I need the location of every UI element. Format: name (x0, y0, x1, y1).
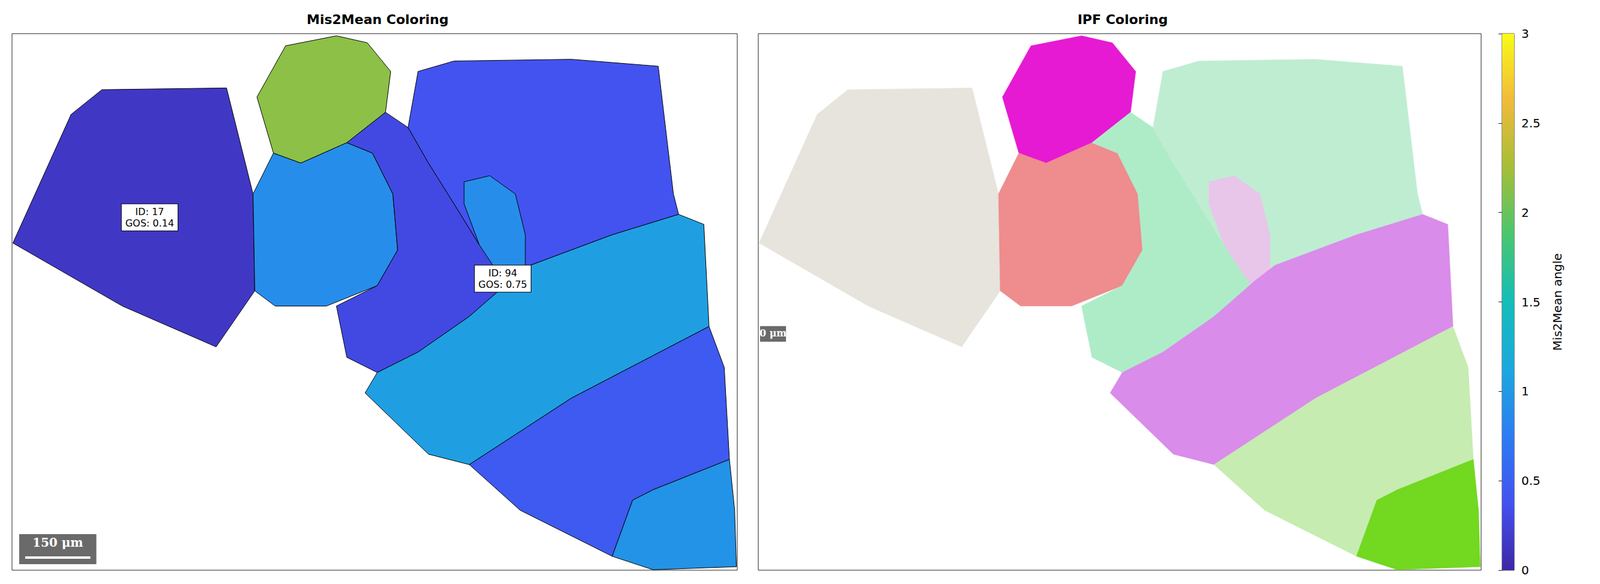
svg-text:1: 1 (1521, 383, 1530, 399)
svg-text:GOS: 0.14: GOS: 0.14 (125, 217, 175, 229)
svg-text:2.5: 2.5 (1521, 115, 1541, 131)
svg-text:2: 2 (1521, 205, 1530, 220)
svg-text:0.5: 0.5 (1521, 473, 1541, 488)
svg-text:GOS: 0.75: GOS: 0.75 (478, 278, 528, 290)
svg-text:3: 3 (1521, 26, 1530, 41)
svg-text:0 μm: 0 μm (759, 327, 787, 339)
svg-text:0: 0 (1521, 562, 1530, 577)
svg-text:Mis2Mean angle: Mis2Mean angle (1550, 252, 1565, 351)
svg-text:ID: 17: ID: 17 (135, 205, 164, 218)
svg-text:150 μm: 150 μm (32, 534, 84, 550)
svg-text:1.5: 1.5 (1521, 294, 1541, 310)
svg-text:ID: 94: ID: 94 (488, 267, 517, 279)
svg-text:IPF Coloring: IPF Coloring (1077, 12, 1169, 28)
svg-text:Mis2Mean Coloring: Mis2Mean Coloring (306, 12, 450, 28)
